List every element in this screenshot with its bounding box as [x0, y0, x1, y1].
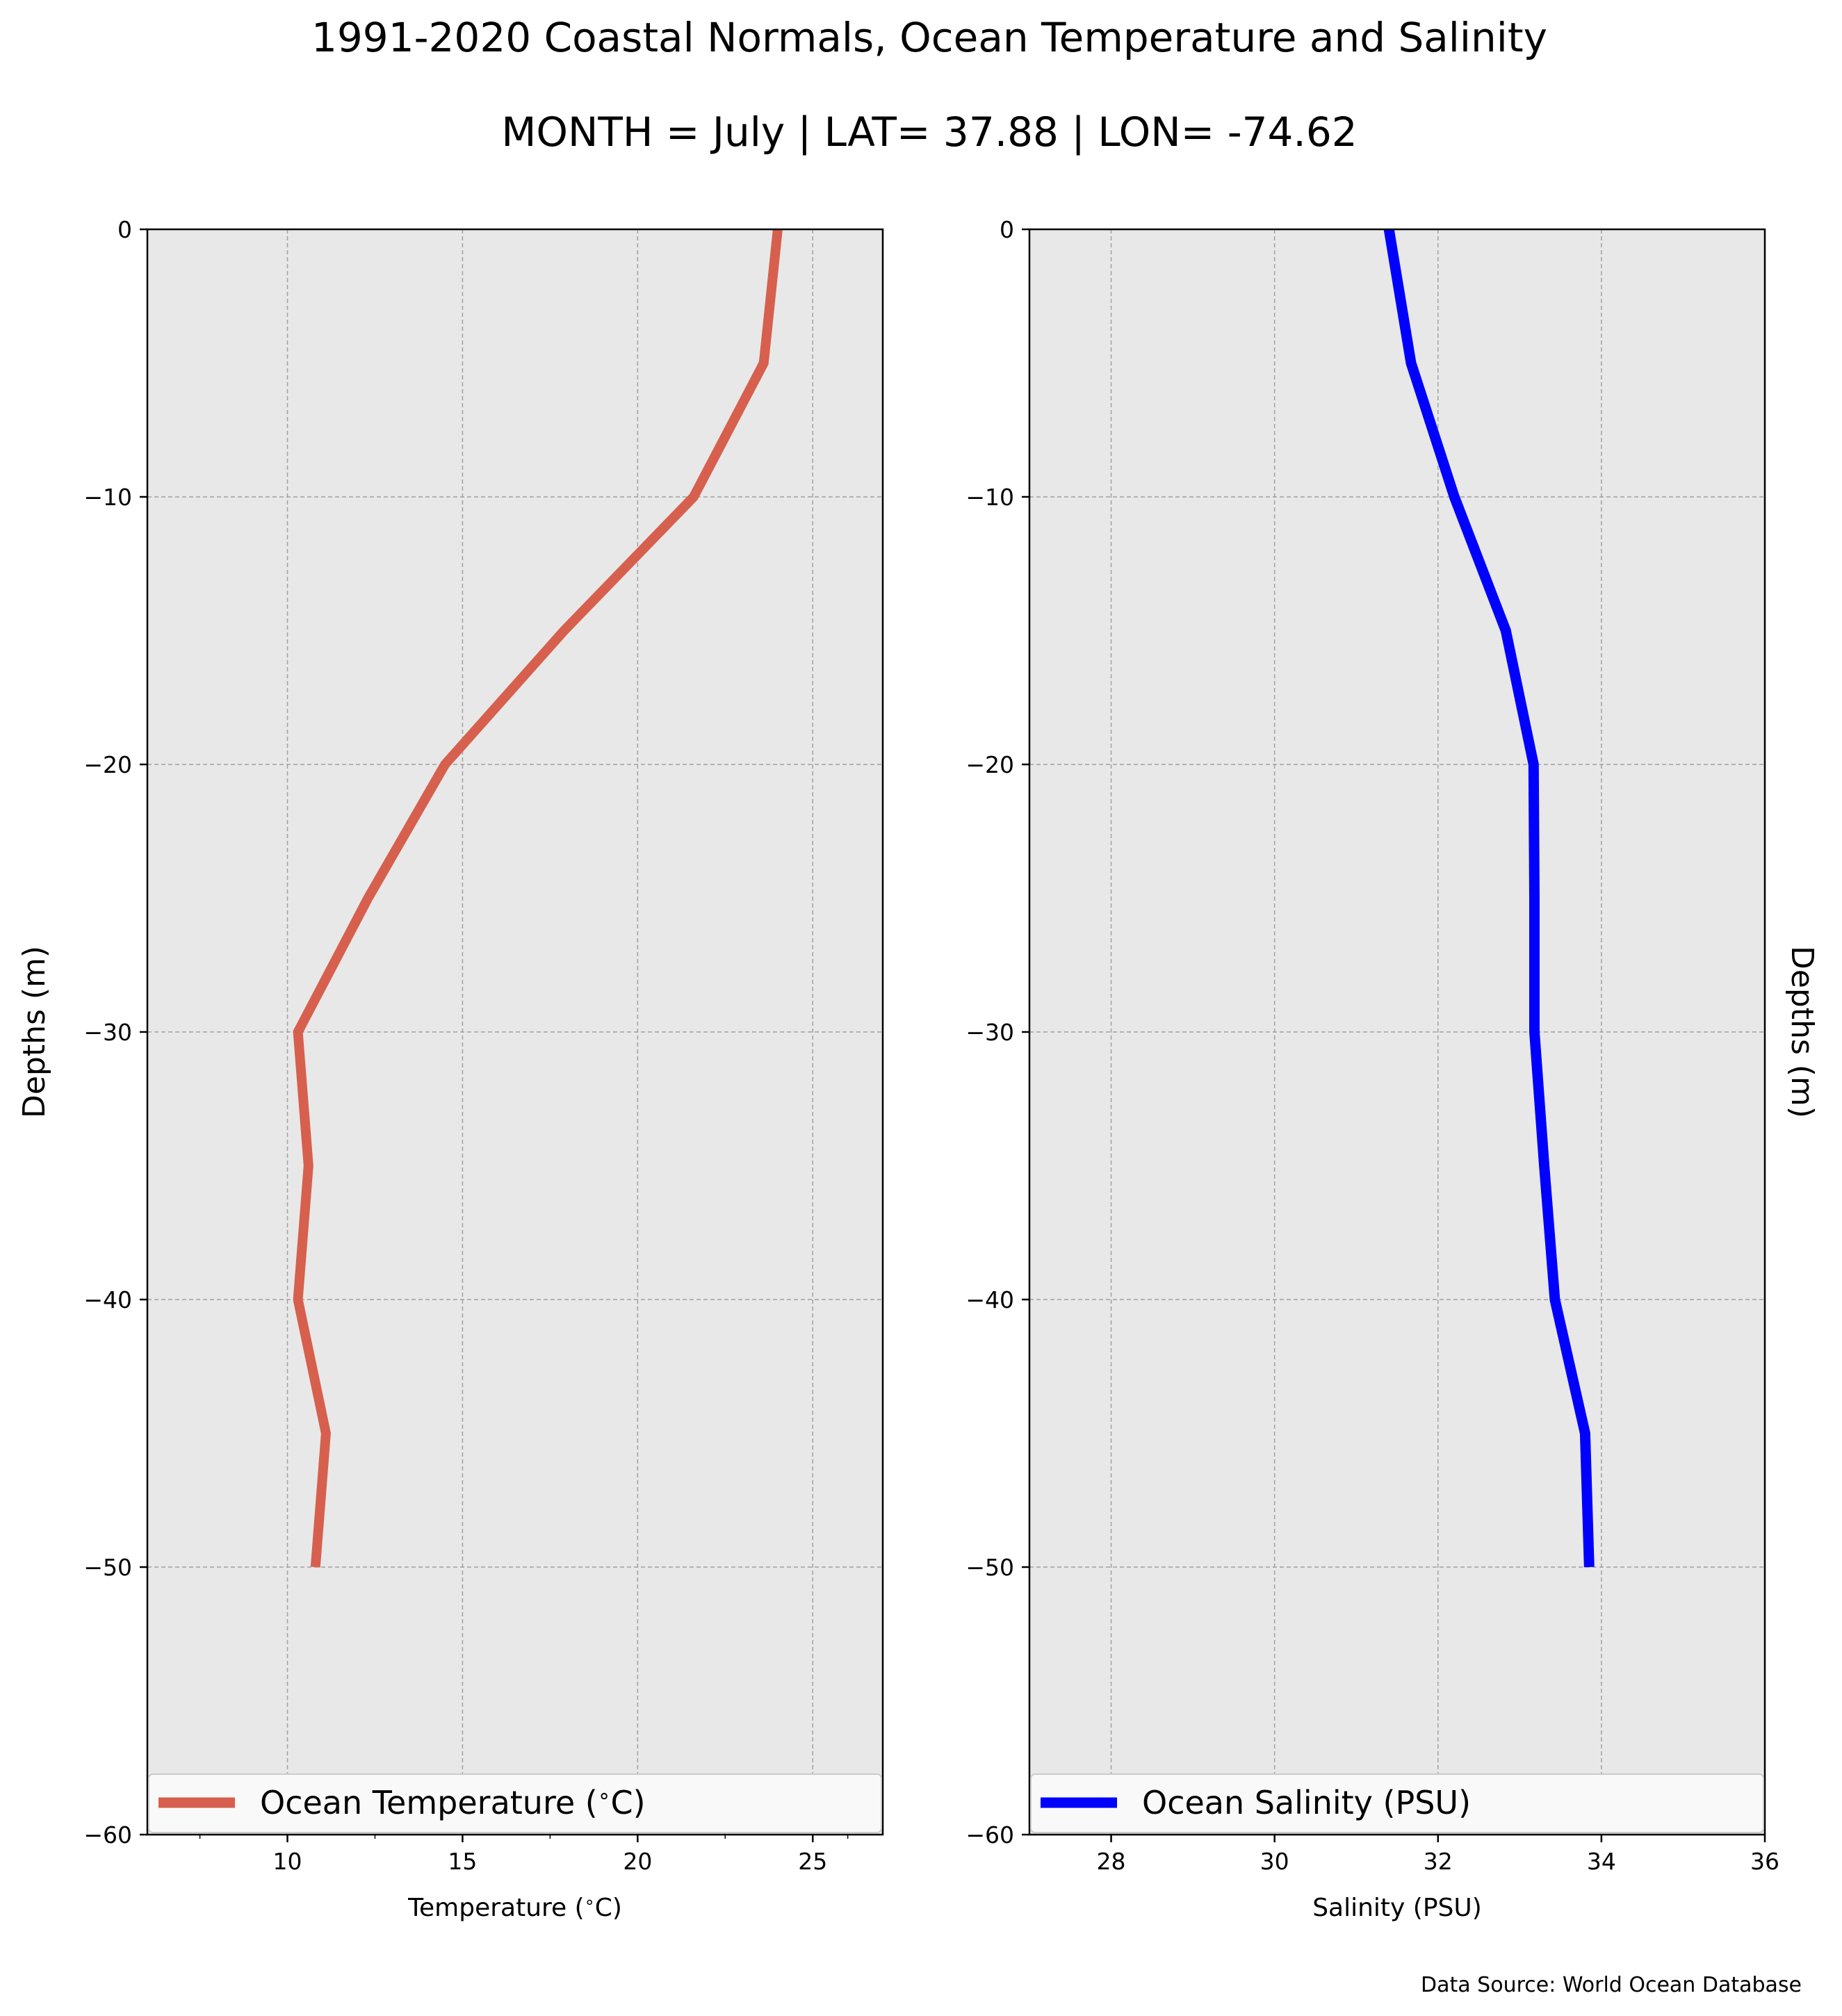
temperature-series-line [293, 229, 783, 1568]
temperature-y-tick-label: −20 [83, 751, 132, 778]
temperature-legend: Ocean Temperature (∘C) [148, 1773, 882, 1833]
temperature-y-tick-label: −10 [83, 484, 132, 511]
temperature-x-tick-label: 25 [798, 1848, 827, 1875]
salinity-plot-area [1029, 229, 1765, 1835]
salinity-x-tick-label: 30 [1260, 1848, 1289, 1875]
temperature-legend-prefix: Ocean Temperature ( [260, 1784, 598, 1821]
temperature-data-point [562, 629, 567, 633]
temperature-plot-area [147, 229, 883, 1835]
temperature-data-point [296, 1297, 300, 1302]
temperature-y-axis-label: Depths (m) [17, 946, 52, 1118]
temperature-legend-box [148, 1773, 882, 1833]
temperature-data-point [443, 762, 447, 767]
temperature-y-axis: 0 −10 −20 −30 −40 −50 −60 [83, 216, 147, 1849]
salinity-y-tick-label: −60 [965, 1821, 1014, 1849]
temperature-grid [147, 229, 883, 1835]
salinity-y-axis-label: Depths (m) [1784, 946, 1820, 1118]
temperature-x-axis-label: Temperature (∘C) [407, 1892, 622, 1922]
salinity-series-line [1383, 228, 1595, 1568]
temperature-y-tick-label: 0 [117, 216, 132, 243]
temperature-x-tick-label: 20 [623, 1848, 652, 1875]
salinity-data-point [1531, 762, 1535, 767]
temperature-data-point [307, 1164, 311, 1168]
salinity-x-tick-label: 36 [1750, 1848, 1779, 1875]
temperature-x-tick-label: 10 [273, 1848, 302, 1875]
temperature-data-point [366, 896, 370, 901]
salinity-y-tick-label: −20 [965, 751, 1014, 778]
temperature-x-label-degree: ∘ [585, 1892, 595, 1912]
salinity-data-point [1452, 495, 1456, 499]
temperature-x-tick-label: 15 [448, 1848, 477, 1875]
salinity-data-point [1409, 361, 1413, 366]
temperature-data-point [692, 495, 696, 499]
salinity-legend-label: Ocean Salinity (PSU) [1142, 1784, 1471, 1821]
salinity-data-point [1542, 1164, 1547, 1168]
salinity-y-axis: 0 −10 −20 −30 −40 −50 −60 [965, 216, 1029, 1849]
temperature-y-tick-label: −40 [83, 1286, 132, 1313]
temperature-data-point [762, 361, 766, 366]
salinity-panel: 0 −10 −20 −30 −40 −50 −60 28 30 32 34 36 Salinity … [965, 216, 1820, 1922]
data-source-note: Data Source: World Ocean Database [1421, 1973, 1802, 1997]
figure-title: 1991-2020 Coastal Normals, Ocean Tempera… [311, 14, 1547, 61]
temperature-legend-unit: C) [611, 1784, 646, 1821]
salinity-x-tick-label: 28 [1097, 1848, 1126, 1875]
temperature-y-tick-label: −50 [83, 1554, 132, 1581]
salinity-x-tick-label: 34 [1587, 1848, 1616, 1875]
salinity-data-point [1532, 896, 1536, 901]
temperature-data-point [313, 1565, 318, 1569]
figure-subtitle: MONTH = July | LAT= 37.88 | LON= -74.62 [501, 108, 1357, 156]
salinity-data-point [1503, 629, 1508, 633]
temperature-panel: 0 −10 −20 −30 −40 −50 −60 10 15 20 25 Temperature… [17, 216, 884, 1922]
salinity-x-axis: 28 30 32 34 36 [1097, 1835, 1779, 1875]
salinity-data-point [1553, 1297, 1557, 1302]
salinity-legend: Ocean Salinity (PSU) [1030, 1773, 1764, 1833]
salinity-x-tick-label: 32 [1424, 1848, 1453, 1875]
salinity-legend-box [1030, 1773, 1764, 1833]
salinity-y-tick-label: −40 [965, 1286, 1014, 1313]
temperature-x-axis: 10 15 20 25 [199, 1835, 849, 1875]
temperature-data-point [296, 1030, 300, 1034]
salinity-data-point [1583, 1432, 1587, 1436]
temperature-y-tick-label: −60 [83, 1821, 132, 1849]
salinity-y-tick-label: −10 [965, 484, 1014, 511]
temperature-y-tick-label: −30 [83, 1019, 132, 1046]
salinity-y-tick-label: 0 [1000, 216, 1014, 243]
temperature-x-label-unit: C) [595, 1894, 622, 1922]
temperature-legend-degree: ∘ [598, 1784, 611, 1808]
salinity-grid [1029, 229, 1765, 1835]
temperature-legend-label: Ocean Temperature (∘C) [260, 1784, 646, 1821]
salinity-y-tick-label: −50 [965, 1554, 1014, 1581]
salinity-y-tick-label: −30 [965, 1019, 1014, 1046]
salinity-x-axis-label: Salinity (PSU) [1312, 1894, 1482, 1922]
salinity-data-point [1587, 1565, 1591, 1569]
temperature-x-label-prefix: Temperature ( [407, 1894, 585, 1922]
salinity-data-point [1532, 1030, 1536, 1034]
temperature-data-point [324, 1432, 328, 1436]
